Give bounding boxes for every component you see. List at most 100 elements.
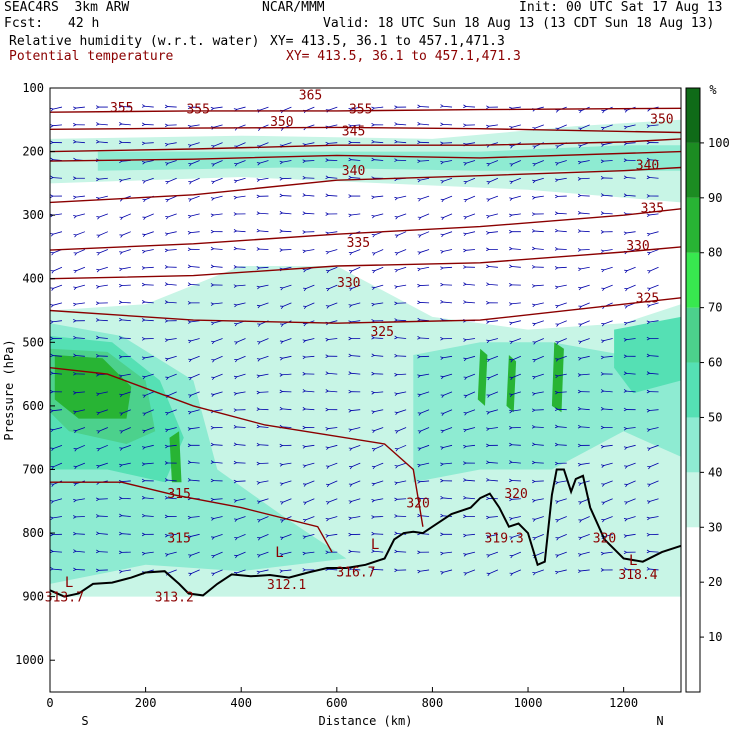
wind-arrow-shaft	[99, 266, 108, 271]
wind-arrow-shaft	[214, 551, 223, 557]
wind-arrow	[95, 284, 108, 289]
wind-arrow-shaft	[488, 462, 498, 464]
wind-arrow-shaft	[282, 338, 292, 342]
wind-arrow	[578, 533, 590, 541]
wind-arrow	[141, 141, 154, 146]
wind-arrow-shaft	[420, 427, 430, 432]
wind-arrow	[96, 462, 108, 469]
wind-arrow-shaft	[626, 533, 636, 537]
wind-arrow	[554, 284, 567, 290]
wind-arrow	[600, 249, 613, 254]
wind-arrow-shaft	[580, 551, 590, 555]
wind-arrow-head	[555, 358, 560, 362]
wind-arrow-head	[325, 158, 330, 162]
wind-arrow-shaft	[259, 212, 269, 215]
wind-arrow-head	[554, 285, 559, 290]
wind-arrow	[486, 124, 498, 129]
wind-arrow-head	[371, 391, 376, 395]
wind-arrow-shaft	[626, 142, 636, 144]
wind-arrow	[279, 355, 292, 361]
wind-arrow	[211, 142, 223, 149]
wind-arrow-shaft	[259, 302, 269, 307]
wind-arrow-head	[302, 535, 307, 539]
wind-arrow-head	[165, 216, 169, 220]
wind-arrow-shaft	[190, 124, 200, 127]
wind-arrow-shaft	[167, 355, 177, 360]
wind-arrow	[555, 498, 567, 504]
wind-arrow-head	[417, 513, 421, 518]
wind-arrow	[256, 569, 269, 575]
wind-arrow-head	[164, 338, 169, 342]
wind-arrow-head	[234, 322, 238, 327]
wind-arrow	[371, 195, 384, 200]
wind-arrow-shaft	[75, 195, 85, 198]
wind-arrow	[463, 478, 476, 482]
wind-arrow	[508, 264, 521, 269]
wind-arrow-head	[141, 513, 146, 518]
wind-arrow-shaft	[53, 302, 63, 306]
wind-arrow-shaft	[627, 284, 636, 290]
low-value-label: 318.4	[618, 568, 657, 583]
wind-arrow-shaft	[121, 373, 131, 377]
wind-arrow-head	[73, 515, 77, 519]
wind-arrow-head	[165, 412, 170, 416]
wind-arrow-head	[302, 230, 307, 234]
wind-arrow-shaft	[535, 177, 544, 182]
wind-arrow-shaft	[213, 248, 223, 250]
low-value-label: 313.7	[45, 591, 84, 606]
wind-arrow	[50, 444, 63, 451]
wind-arrow-shaft	[190, 462, 200, 464]
wind-arrow-shaft	[351, 551, 361, 553]
wind-arrow-head	[73, 234, 78, 238]
wind-arrow	[50, 266, 63, 274]
wind-arrow-head	[463, 495, 467, 500]
wind-arrow-head	[508, 460, 513, 464]
wind-arrow	[257, 533, 269, 541]
wind-arrow	[647, 444, 659, 451]
wind-arrow-shaft	[604, 498, 613, 503]
wind-arrow	[73, 335, 85, 340]
wind-arrow-shaft	[351, 284, 361, 289]
wind-arrow	[600, 444, 613, 449]
wind-arrow	[256, 194, 269, 199]
theta-label: 320	[593, 532, 616, 547]
wind-arrow-shaft	[535, 373, 544, 378]
wind-arrow-head	[578, 536, 583, 541]
wind-arrow-head	[417, 412, 422, 416]
wind-arrow-shaft	[282, 426, 292, 428]
wind-arrow	[646, 157, 659, 162]
wind-arrow-head	[555, 519, 560, 523]
wind-arrow	[325, 389, 338, 393]
wind-arrow-head	[233, 375, 238, 380]
wind-arrow-shaft	[328, 266, 338, 271]
wind-arrow	[348, 157, 361, 162]
wind-arrow	[211, 551, 223, 559]
low-marker: L	[629, 553, 637, 569]
theta-label: 330	[337, 276, 360, 291]
wind-arrow-shaft	[627, 480, 636, 485]
wind-arrow-shaft	[351, 302, 361, 306]
wind-arrow	[531, 229, 544, 233]
wind-arrow-head	[532, 359, 537, 363]
wind-arrow-shaft	[236, 498, 246, 501]
wind-arrow	[119, 249, 131, 255]
wind-arrow-head	[210, 393, 215, 397]
wind-arrow-head	[623, 407, 628, 412]
wind-arrow-head	[486, 572, 491, 577]
wind-arrow-shaft	[213, 213, 223, 216]
wind-arrow-shaft	[328, 444, 338, 448]
wind-arrow-shaft	[213, 498, 223, 500]
wind-arrow-head	[508, 246, 513, 251]
wind-arrow-head	[554, 247, 559, 251]
wind-arrow	[486, 247, 498, 252]
wind-arrow	[394, 231, 407, 238]
wind-arrow	[463, 231, 476, 237]
wind-arrow-head	[279, 211, 284, 215]
wind-arrow-head	[142, 412, 147, 416]
wind-arrow	[348, 444, 361, 451]
wind-arrow-head	[119, 412, 124, 416]
wind-arrow-head	[256, 570, 261, 575]
wind-arrow	[118, 355, 131, 359]
wind-arrow-shaft	[260, 338, 269, 343]
colorbar-swatch	[686, 88, 700, 143]
